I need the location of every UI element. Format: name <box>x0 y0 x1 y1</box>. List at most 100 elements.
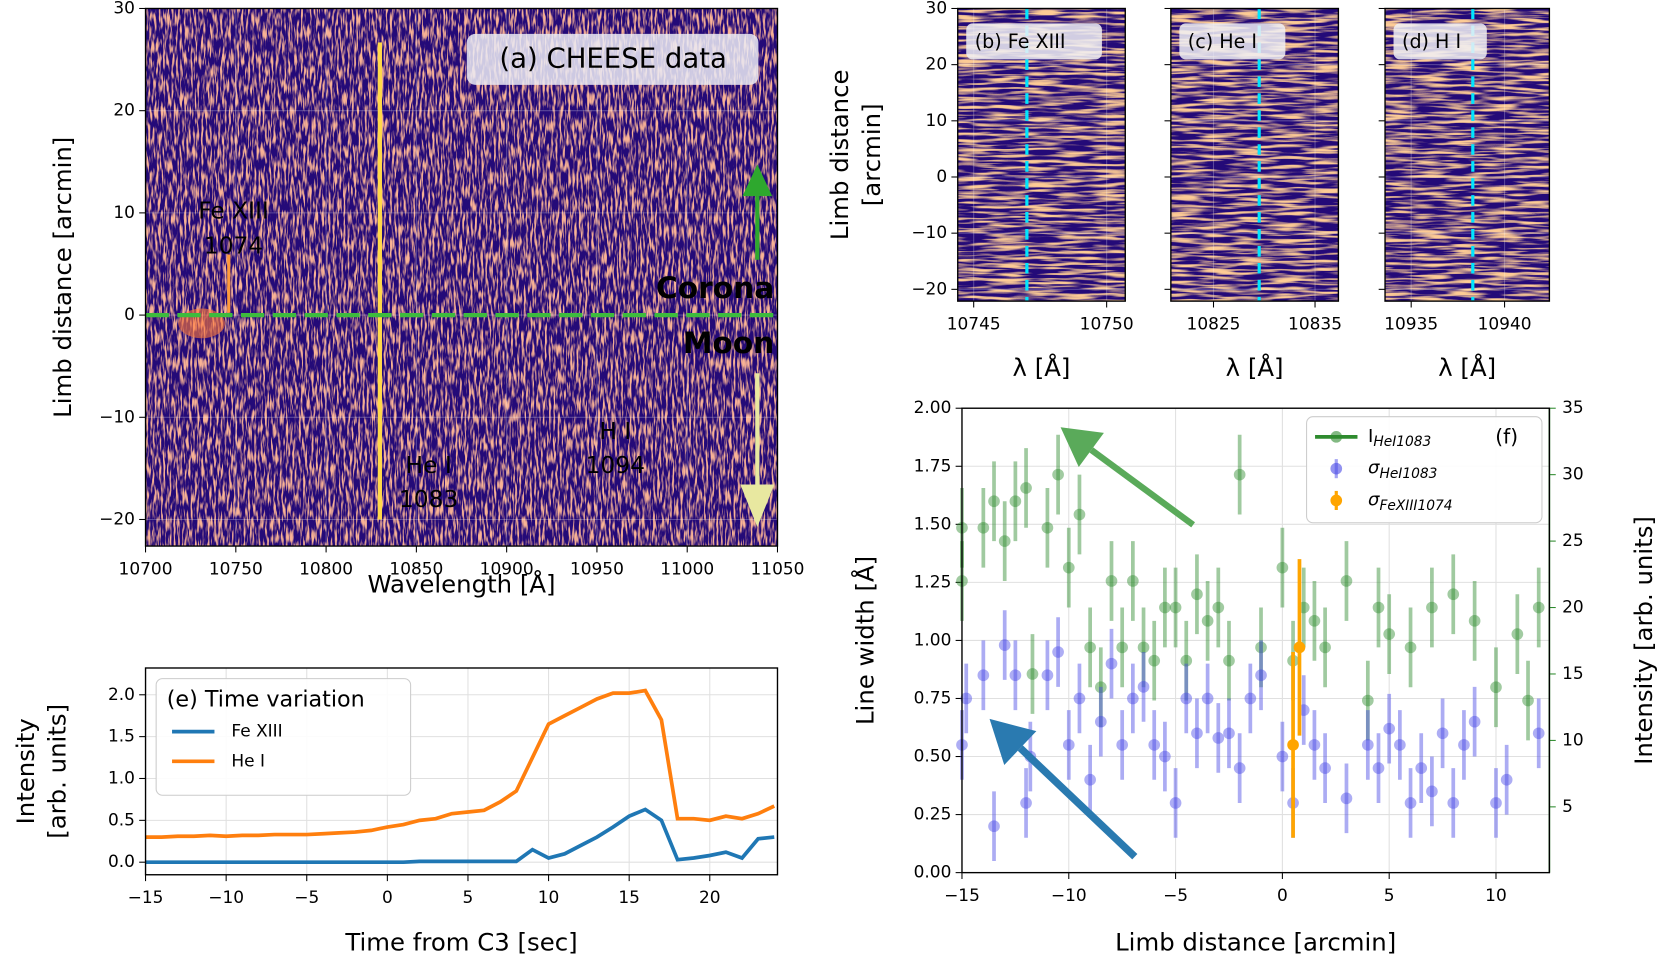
y2-tick-label: 15 <box>1562 663 1584 683</box>
y2-tick-label: 35 <box>1562 397 1584 417</box>
point <box>1159 601 1171 614</box>
x-tick-label: 10750 <box>1080 313 1134 333</box>
point <box>1116 641 1129 654</box>
point <box>977 669 990 682</box>
point <box>1458 739 1470 751</box>
legend-symbol: σ <box>1368 489 1380 510</box>
point <box>1404 641 1417 654</box>
title-box <box>966 23 1102 60</box>
point <box>1009 669 1022 682</box>
x-tick-label: 10750 <box>209 558 263 578</box>
y-tick-label: 0.5 <box>108 809 135 829</box>
point <box>1212 732 1225 744</box>
y-tick-label: 30 <box>926 0 948 17</box>
point <box>1276 750 1289 763</box>
point <box>1127 692 1139 705</box>
legend-subscript: HeI1083 <box>1379 466 1437 482</box>
point <box>1319 762 1331 774</box>
point <box>1233 762 1246 774</box>
line <box>145 807 775 865</box>
x-tick-label: −5 <box>294 887 319 907</box>
axes-frame <box>957 7 1126 302</box>
legend-symbol: σ <box>1368 458 1380 479</box>
heatmap-texture <box>145 8 778 547</box>
annotation: Corona <box>656 270 774 305</box>
y-tick-label: 0.00 <box>914 862 952 882</box>
point <box>1293 641 1306 654</box>
y-tick-label: 30 <box>113 0 135 17</box>
x-tick-label: 11050 <box>751 558 805 578</box>
point <box>1169 601 1182 614</box>
point <box>1062 561 1075 574</box>
y2-tick-label: 25 <box>1562 530 1584 550</box>
point <box>1447 588 1460 601</box>
y2-tick-label: 20 <box>1562 597 1584 617</box>
point <box>1127 575 1139 587</box>
label-box <box>466 33 759 85</box>
title-box <box>1393 23 1487 60</box>
arrow-head <box>740 484 775 527</box>
point <box>1255 641 1267 654</box>
title-box <box>1179 23 1286 60</box>
y-tick-label: 0.0 <box>108 851 135 871</box>
y-tick-label: 20 <box>926 54 948 74</box>
y-tick-label: 0.25 <box>914 804 952 824</box>
legend-title: (f) <box>1495 424 1518 448</box>
annotation: Fe XIII <box>198 198 268 225</box>
annotation: 1074 <box>204 233 263 260</box>
legend-box <box>1306 416 1543 524</box>
point <box>1020 797 1032 809</box>
point <box>988 820 1000 833</box>
line <box>145 688 776 839</box>
point <box>1532 601 1545 614</box>
point <box>1073 508 1086 521</box>
x-tick-label: 10950 <box>570 558 624 578</box>
x-tick-label: −15 <box>944 885 980 905</box>
point <box>1372 601 1385 614</box>
point <box>1276 561 1289 574</box>
point <box>1468 614 1481 627</box>
x-tick-label: 10935 <box>1384 313 1438 333</box>
y-tick-label: 2.0 <box>108 684 135 704</box>
panel-title: (c) He I <box>1188 31 1257 53</box>
x-tick-label: 11000 <box>660 558 714 578</box>
x-tick-label: 10825 <box>1187 313 1241 333</box>
point <box>1201 614 1214 627</box>
x-axis-label: Limb distance [arcmin] <box>1115 928 1396 957</box>
x-tick-label: 0 <box>1277 885 1288 905</box>
point <box>1500 773 1513 786</box>
spectral-line <box>377 42 382 520</box>
x-axis-label: λ [Å] <box>1013 353 1071 382</box>
axes-frame <box>144 7 779 547</box>
x-tick-label: −10 <box>208 887 244 907</box>
point <box>1426 601 1438 614</box>
y-axis-label: Line width [Å] <box>851 556 880 725</box>
y-tick-label: −10 <box>99 406 135 426</box>
point <box>998 535 1011 547</box>
x-tick-label: 10700 <box>119 558 173 578</box>
point <box>1073 692 1086 705</box>
y-tick-label: 0.50 <box>914 746 952 766</box>
legend-label: Fe XIII <box>231 721 282 741</box>
y-axis-label: Limb distance [arcmin] <box>48 137 77 418</box>
y-tick-label: 1.5 <box>108 726 135 746</box>
y2-tick-label: 30 <box>1562 464 1584 484</box>
point <box>1009 495 1022 508</box>
legend-marker <box>1330 462 1343 475</box>
point <box>960 692 973 705</box>
y-tick-label: 1.00 <box>914 629 952 649</box>
point <box>1233 468 1246 481</box>
point <box>1372 762 1385 774</box>
point <box>1468 715 1481 728</box>
point <box>1180 654 1193 667</box>
point <box>1062 739 1075 751</box>
panel: −15 −10 −5 0 5 10 15 20 0.0 0.5 1.0 1.5 2.0 Time from… <box>11 667 779 957</box>
y2-tick-label: 10 <box>1562 729 1584 749</box>
panel: −15 −10 −5 0 5 10 0.00 0.25 0.50 0.75 1.00 1.25 1.50… <box>851 397 1658 956</box>
x-tick-label: 10900 <box>480 558 534 578</box>
point <box>1340 575 1353 587</box>
legend-box <box>155 678 412 796</box>
point <box>1105 575 1118 587</box>
point <box>998 639 1011 651</box>
x-tick-label: 0 <box>382 887 393 907</box>
